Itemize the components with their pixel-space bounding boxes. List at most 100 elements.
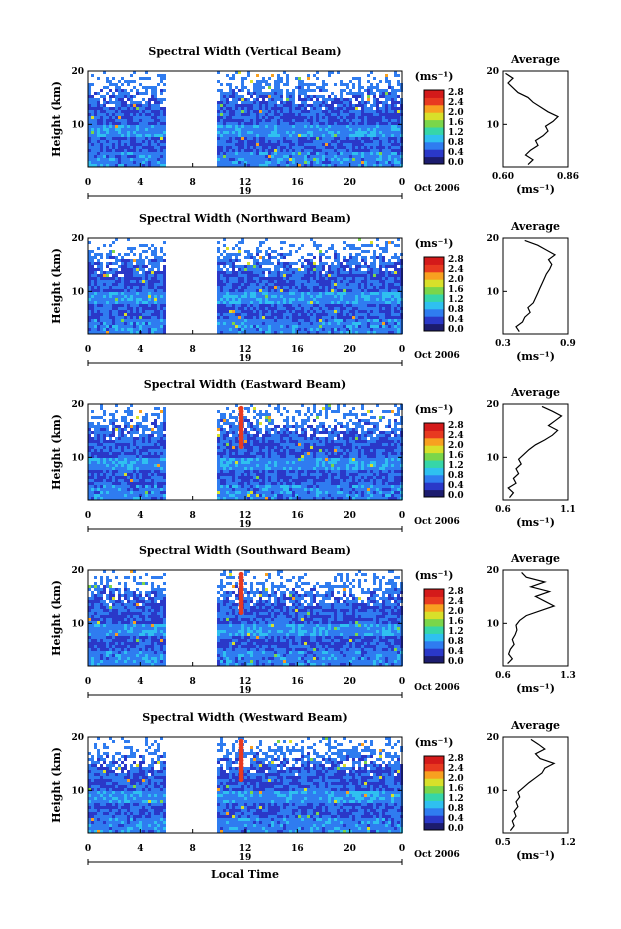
x-tick-label: 20 [343,677,356,687]
colorbar-tick-label: 1.2 [448,627,464,637]
colorbar-segment [424,756,444,764]
average-profile: Average 10 20 0.5 1.2 (ms⁻¹) [486,719,575,862]
x-tick-label: 16 [291,511,304,521]
avg-y-tick-label: 20 [486,400,499,410]
colorbar-segment [424,655,444,664]
colorbar-tick-label: 2.4 [448,597,464,607]
colorbar-tick-label: 2.0 [448,441,464,451]
average-line [509,738,556,831]
average-title: Average [510,220,560,233]
colorbar-tick-label: 2.8 [448,255,464,265]
colorbar-tick-label: 1.2 [448,794,464,804]
colorbar-tick-label: 2.4 [448,764,464,774]
x-tick-label: 4 [137,677,143,687]
colorbar-unit: (ms⁻¹) [415,70,454,83]
colorbar-segment [424,618,444,627]
y-axis-label: Height (km) [50,248,63,324]
colorbar-tick-label: 2.8 [448,421,464,431]
colorbar-segment [424,149,444,158]
heatmap-cells [88,71,403,167]
x-tick-label: 16 [291,844,304,854]
colorbar-segment [424,807,444,816]
day-label: 19 [239,187,252,197]
x-tick-label: 0 [85,345,91,355]
colorbar-segment [424,763,444,772]
average-profile: Average 10 20 0.6 1.3 (ms⁻¹) [486,552,575,695]
colorbar-tick-label: 1.2 [448,461,464,471]
colorbar: 0.00.40.81.21.62.02.42.8 [423,754,464,834]
average-line [505,72,560,166]
colorbar-tick-label: 2.0 [448,774,464,784]
date-label: Oct 2006 [414,184,460,194]
colorbar-segment [424,430,444,439]
avg-x-tick-label: 1.1 [560,505,576,515]
colorbar-segment [424,770,444,779]
date-label: Oct 2006 [414,683,460,693]
y-tick-label: 20 [71,234,84,244]
average-title: Average [510,719,560,732]
colorbar-frame [423,588,445,664]
avg-y-tick-label: 20 [486,733,499,743]
colorbar-unit: (ms⁻¹) [415,569,454,582]
colorbar-segment [424,437,444,446]
colorbar-segment [424,640,444,649]
colorbar-segment [424,156,444,165]
average-line [507,405,563,498]
x-tick-label: 0 [399,844,405,854]
y-axis-label: Height (km) [50,580,63,656]
colorbar-segment [424,423,444,431]
colorbar-segment [424,257,444,265]
y-tick-label: 10 [71,619,84,629]
colorbar-tick-label: 0.0 [448,657,464,667]
colorbar-segment [424,815,444,824]
average-profile: Average 10 20 0.6 1.1 (ms⁻¹) [486,386,575,529]
y-tick-label: 10 [71,120,84,130]
colorbar-frame [423,256,445,332]
average-unit: (ms⁻¹) [516,350,555,363]
colorbar-segment [424,294,444,302]
colorbar-segment [424,603,444,612]
average-unit: (ms⁻¹) [516,849,555,862]
panel-title: Spectral Width (Southward Beam) [139,544,351,557]
x-tick-label: 0 [85,511,91,521]
colorbar-tick-label: 0.0 [448,158,464,168]
avg-y-tick-label: 10 [486,453,499,463]
x-tick-label: 12 [239,178,252,188]
colorbar-segment [424,793,444,801]
colorbar-tick-label: 2.8 [448,88,464,98]
colorbar-frame [423,755,445,831]
x-tick-label: 8 [190,844,196,854]
colorbar-unit: (ms⁻¹) [415,403,454,416]
heatmap-cells [88,737,403,833]
x-tick-label: 0 [85,844,91,854]
colorbar-tick-label: 0.8 [448,804,464,814]
colorbar-tick-label: 2.4 [448,98,464,108]
colorbar-tick-label: 2.0 [448,607,464,617]
colorbar-tick-label: 0.4 [448,481,464,491]
panel-4: Spectral Width (Southward Beam) 10 20 0 4 8 12… [50,544,576,698]
colorbar-tick-label: 1.6 [448,784,464,794]
colorbar-segment [424,264,444,273]
avg-y-tick-label: 20 [486,67,499,77]
colorbar-tick-label: 0.4 [448,814,464,824]
high-value-mark [238,405,244,411]
x-tick-label: 16 [291,345,304,355]
colorbar-segment [424,611,444,620]
colorbar-segment [424,467,444,476]
colorbar-tick-label: 1.2 [448,128,464,138]
colorbar-segment [424,785,444,794]
x-tick-label: 16 [291,178,304,188]
average-frame [502,736,569,834]
day-label: 19 [239,354,252,364]
y-axis-label: Height (km) [50,747,63,823]
avg-y-tick-label: 10 [486,287,499,297]
colorbar-segment [424,778,444,787]
x-tick-label: 4 [137,844,143,854]
x-tick-label: 12 [239,677,252,687]
colorbar-frame [423,89,445,165]
colorbar-segment [424,474,444,483]
x-tick-label: 0 [399,178,405,188]
average-title: Average [510,552,560,565]
